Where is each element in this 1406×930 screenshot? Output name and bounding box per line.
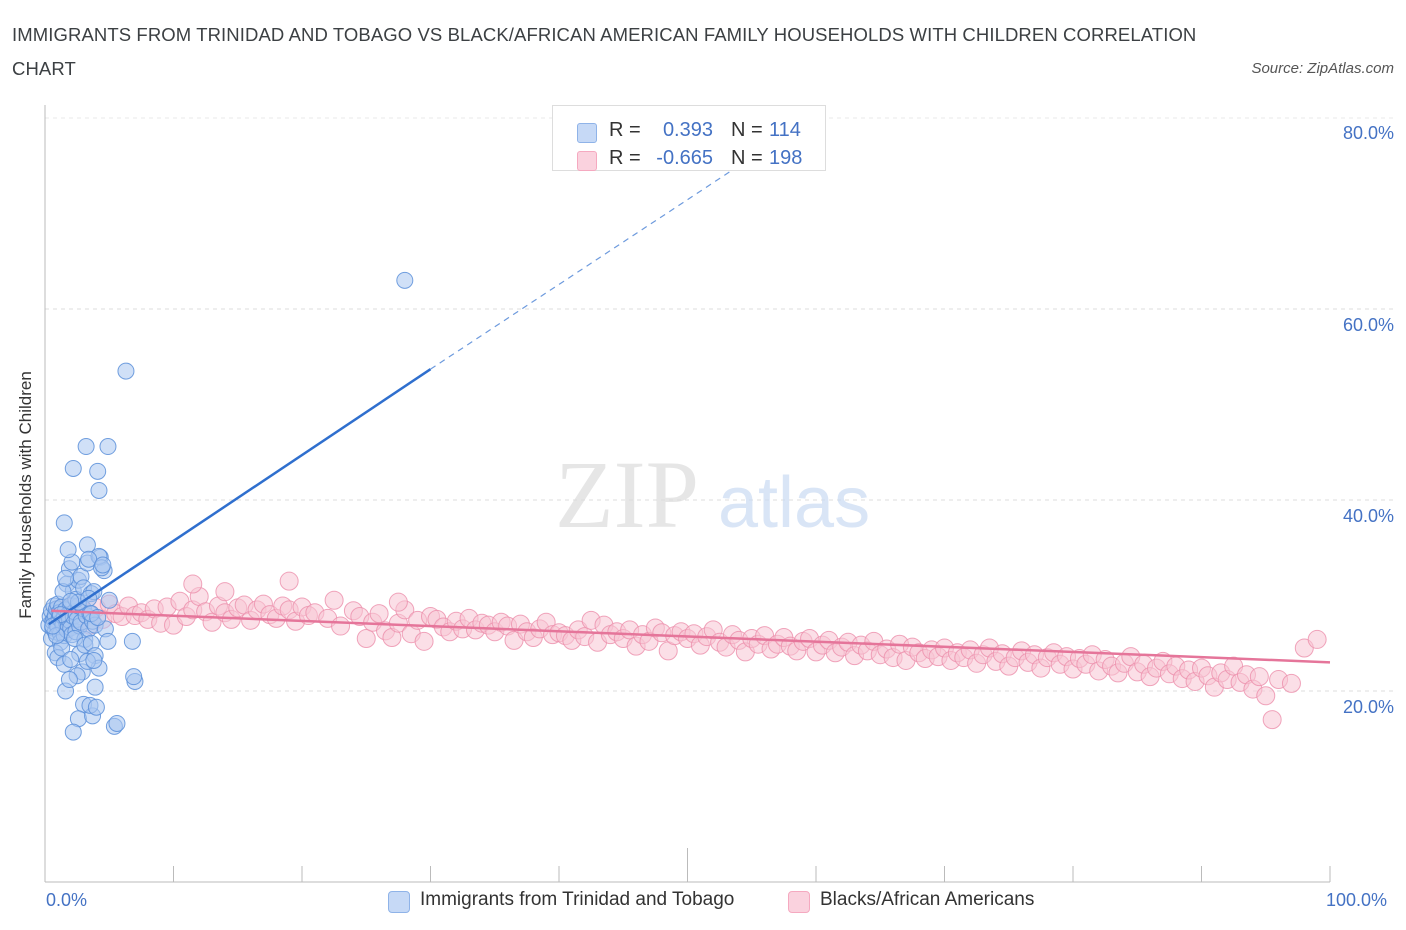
x-tick-label-left: 0.0% bbox=[46, 890, 88, 910]
blue-point bbox=[64, 723, 82, 741]
pink-point bbox=[279, 571, 299, 591]
blue-point bbox=[59, 541, 77, 559]
correlation-legend: R = 0.393 N = 114 R = -0.665 N = 198 bbox=[552, 105, 826, 171]
blue-point bbox=[85, 651, 103, 669]
legend-row-blue: R = 0.393 N = 114 bbox=[553, 117, 823, 143]
blue-point bbox=[123, 632, 141, 650]
blue-point bbox=[108, 714, 126, 732]
legend-label-black: Blacks/African Americans bbox=[820, 889, 1035, 910]
blue-point bbox=[87, 698, 105, 716]
chart-title: IMMIGRANTS FROM TRINIDAD AND TOBAGO VS B… bbox=[12, 24, 1197, 79]
blue-point bbox=[86, 678, 104, 696]
axes bbox=[44, 105, 1331, 883]
y-axis-label: Family Households with Children bbox=[16, 371, 35, 619]
pink-point bbox=[1281, 673, 1301, 693]
pink-point bbox=[324, 590, 344, 610]
legend-swatch-pink bbox=[577, 151, 597, 171]
pink-point bbox=[183, 574, 203, 594]
legend-swatch-blue bbox=[577, 123, 597, 143]
pink-point bbox=[414, 631, 434, 651]
pink-point bbox=[331, 616, 351, 636]
blue-point bbox=[94, 556, 112, 574]
y-tick-label-80: 80.0% bbox=[1342, 123, 1394, 143]
blue-point bbox=[77, 438, 95, 456]
trend-lines bbox=[48, 165, 1331, 664]
blue-point bbox=[62, 650, 80, 668]
x-tick-label-right: 100.0% bbox=[1326, 890, 1388, 910]
pink-point bbox=[388, 592, 408, 612]
pink-trend-line bbox=[51, 609, 1331, 664]
pink-point bbox=[1249, 667, 1269, 687]
blue-point bbox=[396, 271, 414, 289]
legend-n-label: N = bbox=[731, 147, 763, 169]
legend-n-value: 114 bbox=[769, 119, 801, 141]
blue-trend-extension bbox=[430, 165, 740, 370]
watermark-zip: ZIP bbox=[555, 441, 699, 548]
pink-points bbox=[48, 571, 1327, 730]
y-tick-label-40: 40.0% bbox=[1342, 506, 1394, 526]
blue-trend-line bbox=[48, 368, 432, 626]
blue-point bbox=[100, 591, 118, 609]
blue-point bbox=[64, 459, 82, 477]
legend-label-trinidad: Immigrants from Trinidad and Tobago bbox=[420, 889, 735, 910]
blue-point bbox=[90, 481, 108, 499]
legend-r-value: -0.665 bbox=[656, 147, 713, 169]
pink-point bbox=[356, 628, 376, 648]
legend-r-label: R = bbox=[609, 147, 641, 169]
legend-n-label: N = bbox=[731, 119, 763, 141]
blue-point bbox=[60, 671, 78, 689]
pink-point bbox=[1307, 629, 1327, 649]
watermark-atlas: atlas bbox=[718, 463, 870, 543]
pink-point bbox=[1262, 710, 1282, 730]
y-tick-label-60: 60.0% bbox=[1342, 315, 1394, 335]
legend-r-value: 0.393 bbox=[662, 119, 713, 141]
legend-row-pink: R = -0.665 N = 198 bbox=[553, 145, 823, 171]
blue-point bbox=[99, 632, 117, 650]
legend-swatch-blue bbox=[388, 891, 410, 913]
source-note: Source: ZipAtlas.com bbox=[1251, 60, 1394, 77]
pink-point bbox=[1256, 686, 1276, 706]
blue-point bbox=[44, 617, 62, 635]
blue-point bbox=[125, 668, 143, 686]
blue-point bbox=[55, 514, 73, 532]
blue-point bbox=[89, 462, 107, 480]
blue-point bbox=[99, 438, 117, 456]
pink-point bbox=[369, 604, 389, 624]
blue-point bbox=[57, 569, 75, 587]
legend-r-label: R = bbox=[609, 119, 641, 141]
legend-swatch-pink bbox=[788, 891, 810, 913]
blue-point bbox=[117, 362, 135, 380]
y-tick-label-20: 20.0% bbox=[1342, 697, 1394, 717]
pink-point bbox=[215, 582, 235, 602]
legend-n-value: 198 bbox=[769, 147, 803, 169]
